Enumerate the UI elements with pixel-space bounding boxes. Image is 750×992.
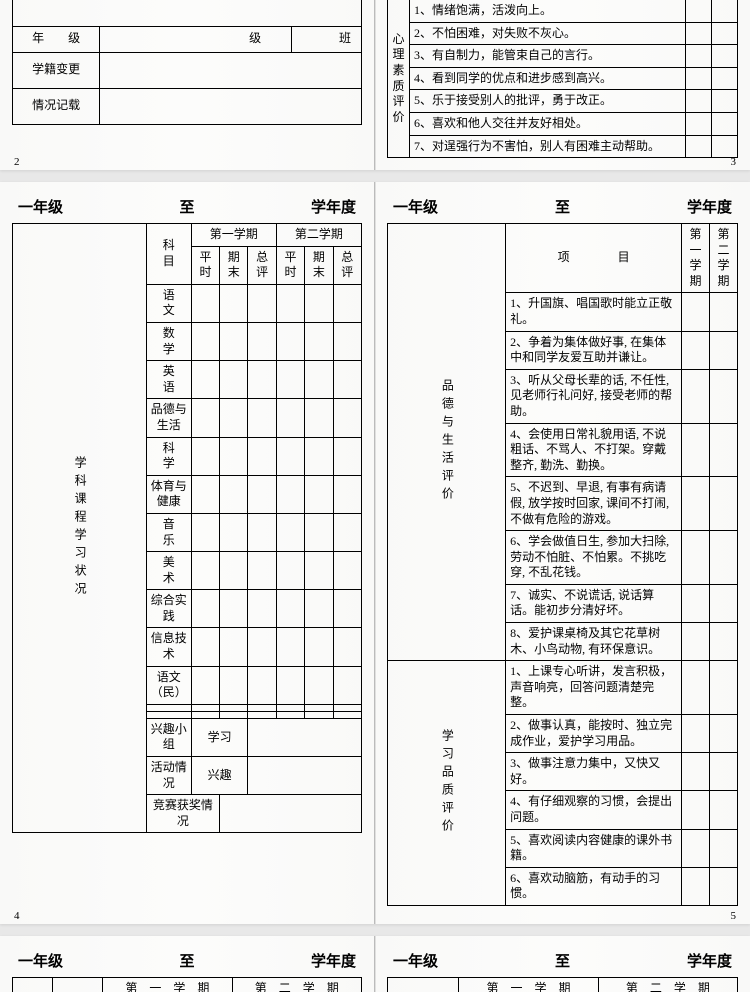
subject-name: 语文（民）: [146, 666, 191, 704]
page-4: 一年级 至 学年度 学科课程学习状况 科 目 第一学期 第二学期 平时 期末 总…: [0, 182, 375, 924]
page-6: 一年级 至 学年度 能力 第 一 学 期 第 二 学 期 特别表现情况 评估: [0, 936, 375, 992]
study-side-label: 学习品质评价: [388, 661, 506, 906]
page-3: 心 理 素 质 评 价 1、情绪饱满，活泼向上。 2、不怕困难，对失败不灰心。 …: [375, 0, 750, 170]
study-item: 2、做事认真，能按时、独立完成作业，爱护学习用品。: [506, 715, 682, 753]
teacher-table: 教师的话 第 一 学 期 第 二 学 期: [387, 977, 738, 992]
psych-item: 1、情绪饱满，活泼向上。: [410, 0, 686, 22]
page-7: 一年级 至 学年度 教师的话 第 一 学 期 第 二 学 期: [375, 936, 750, 992]
page4-header: 一年级 至 学年度: [12, 192, 362, 223]
psych-item: 6、喜欢和他人交往并友好相处。: [410, 112, 686, 135]
status-change-value: [100, 52, 362, 88]
moral-item: 8、爱护课桌椅及其它花草树木、小鸟动物, 有环保意识。: [506, 623, 682, 661]
class-level: 级: [100, 26, 292, 52]
subject-name: 信息技术: [146, 628, 191, 666]
moral-item: 5、不迟到、早退, 有事有病请假, 放学按时回家, 课间不打闹, 不做有危险的游…: [506, 477, 682, 531]
psych-side-label: 心 理 素 质 评 价: [388, 0, 410, 158]
page-2: 年 级 级 班 学籍变更 情况记载 2: [0, 0, 375, 170]
study-item: 3、做事注意力集中，又快又好。: [506, 753, 682, 791]
subject-name: 音 乐: [146, 513, 191, 551]
teacher-side-label: 教师的话: [388, 977, 459, 992]
subject-name: 科 学: [146, 437, 191, 475]
record-value: [100, 88, 362, 124]
spread-1: 年 级 级 班 学籍变更 情况记载 2 心 理 素 质: [0, 0, 750, 170]
moral-item: 6、学会做值日生, 参加大扫除, 劳动不怕脏、不怕累。不挑吃穿, 不乱花钱。: [506, 531, 682, 585]
project-header: 项 目: [506, 224, 682, 293]
subject-name: 综合实践: [146, 590, 191, 628]
interest-group-label: 兴趣小组: [146, 718, 191, 756]
moral-side-label: 品德与生活评价: [388, 224, 506, 661]
subject-name: 英 语: [146, 361, 191, 399]
spread-3: 一年级 至 学年度 能力 第 一 学 期 第 二 学 期 特别表现情况 评估 一…: [0, 936, 750, 992]
grade-label: 年 级: [13, 26, 100, 52]
page7-header: 一年级 至 学年度: [387, 946, 738, 977]
subject-name: 语 文: [146, 284, 191, 322]
page6-header: 一年级 至 学年度: [12, 946, 362, 977]
sem1-header: 第一学期: [191, 224, 276, 247]
sem1-header: 第 一 学 期: [459, 977, 598, 992]
moral-item: 3、听从父母长辈的话, 不任性, 见老师行礼问好, 接受老师的帮助。: [506, 369, 682, 423]
study-item: 4、有仔细观察的习惯，会提出问题。: [506, 791, 682, 829]
psych-item: 4、看到同学的优点和进步感到高兴。: [410, 67, 686, 90]
sem2-header: 第 二 学 期: [232, 977, 361, 992]
subject-name: 数 学: [146, 322, 191, 360]
ability-table: 能力 第 一 学 期 第 二 学 期 特别表现情况 评估: [12, 977, 362, 992]
page5-header: 一年级 至 学年度: [387, 192, 738, 223]
moral-item: 2、争着为集体做好事, 在集体中和同学友爱互助并谦让。: [506, 331, 682, 369]
psych-item: 3、有自制力，能管束自己的言行。: [410, 45, 686, 68]
sem1-short: 第一学期: [682, 224, 710, 293]
subject-name: 品德与生活: [146, 399, 191, 437]
page-5: 一年级 至 学年度 品德与生活评价 项 目 第一学期 第二学期 1、升国旗、唱国…: [375, 182, 750, 924]
psych-item: 2、不怕困难，对失败不灰心。: [410, 22, 686, 45]
ability-side-label: 能力: [13, 977, 53, 992]
activity-label: 活动情况: [146, 757, 191, 795]
moral-item: 7、诚实、不说谎话, 说话算话。能初步分清好坏。: [506, 584, 682, 622]
subjects-table: 学科课程学习状况 科 目 第一学期 第二学期 平时 期末 总评 平时 期末 总评…: [12, 223, 362, 833]
spread-2: 一年级 至 学年度 学科课程学习状况 科 目 第一学期 第二学期 平时 期末 总…: [0, 182, 750, 924]
moral-item: 4、会使用日常礼貌用语, 不说粗话、不骂人、不打架。穿戴整齐, 勤洗、勤换。: [506, 423, 682, 477]
subject-name: 美 术: [146, 552, 191, 590]
subject-name: 体育与健康: [146, 475, 191, 513]
page3-table: 心 理 素 质 评 价 1、情绪饱满，活泼向上。 2、不怕困难，对失败不灰心。 …: [387, 0, 738, 158]
sem2-header: 第 二 学 期: [598, 977, 737, 992]
psych-item: 5、乐于接受别人的批评，勇于改正。: [410, 90, 686, 113]
sem1-header: 第 一 学 期: [103, 977, 232, 992]
moral-table: 品德与生活评价 项 目 第一学期 第二学期 1、升国旗、唱国歌时能立正敬礼。 2…: [387, 223, 738, 906]
status-change-label: 学籍变更: [13, 52, 100, 88]
record-label: 情况记载: [13, 88, 100, 124]
subjects-side-label: 学科课程学习状况: [13, 224, 147, 833]
study-item: 6、喜欢动脑筋，有动手的习惯。: [506, 867, 682, 905]
page2-table: 年 级 级 班 学籍变更 情况记载: [12, 0, 362, 125]
page-number: 3: [731, 156, 737, 168]
moral-item: 1、升国旗、唱国歌时能立正敬礼。: [506, 293, 682, 331]
sem2-header: 第二学期: [276, 224, 361, 247]
subject-header: 科 目: [146, 224, 191, 285]
page-number: 4: [14, 910, 20, 922]
page-number: 5: [731, 910, 737, 922]
class-suffix: 班: [292, 26, 362, 52]
page-number: 2: [14, 156, 20, 168]
study-item: 1、上课专心听讲，发言积极，声音响亮，回答问题清楚完整。: [506, 661, 682, 715]
sem2-short: 第二学期: [710, 224, 738, 293]
contest-label: 竞赛获奖情况: [146, 795, 219, 833]
study-item: 5、喜欢阅读内容健康的课外书籍。: [506, 829, 682, 867]
psych-item: 7、对逞强行为不害怕，别人有困难主动帮助。: [410, 135, 686, 158]
